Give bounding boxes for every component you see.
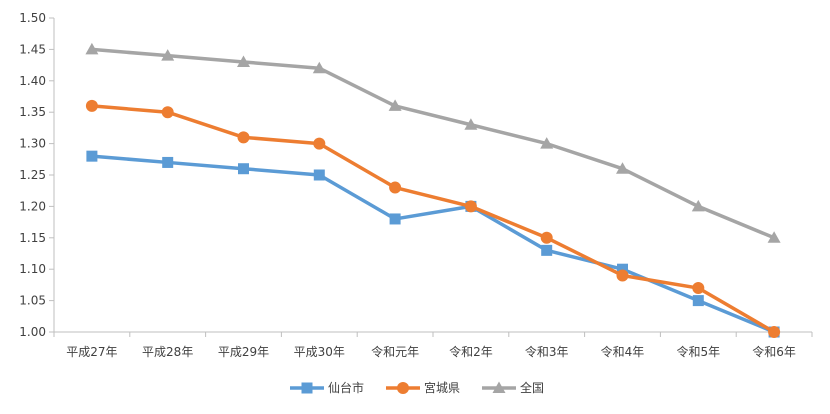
x-tick-label: 令和2年 bbox=[449, 344, 493, 359]
series-2 bbox=[85, 99, 781, 338]
data-point bbox=[162, 156, 174, 168]
series-1 bbox=[86, 150, 780, 338]
legend-label: 全国 bbox=[520, 380, 544, 395]
legend-item: 宮城県 bbox=[386, 380, 460, 395]
x-tick-label: 令和4年 bbox=[601, 344, 645, 359]
legend-label: 宮城県 bbox=[424, 380, 460, 395]
legend: 仙台市 宮城県 全国 bbox=[290, 380, 544, 395]
x-axis-ticks: 平成27年 平成28年 平成29年 平成30年 令和元年 令和2年 令和3年 令和4年 令和5年… bbox=[53, 332, 813, 359]
y-tick-label: 1.05 bbox=[19, 294, 46, 308]
y-tick-label: 1.00 bbox=[19, 325, 46, 339]
data-point bbox=[617, 263, 628, 275]
x-tick-label: 平成30年 bbox=[294, 345, 345, 359]
data-point bbox=[692, 282, 705, 295]
x-tick-label: 令和6年 bbox=[752, 344, 796, 359]
data-point bbox=[161, 49, 175, 61]
series-3 bbox=[85, 42, 781, 243]
data-point bbox=[313, 137, 326, 150]
data-point bbox=[85, 42, 99, 55]
data-point bbox=[540, 231, 553, 244]
data-point bbox=[464, 118, 478, 130]
x-tick-label: 平成28年 bbox=[142, 345, 193, 359]
y-tick-label: 1.20 bbox=[19, 199, 46, 213]
data-point bbox=[616, 162, 629, 174]
legend-swatch-marker bbox=[301, 382, 313, 394]
y-tick-label: 1.40 bbox=[19, 74, 46, 88]
data-point bbox=[85, 99, 98, 112]
x-tick-label: 平成27年 bbox=[66, 345, 117, 359]
series-line bbox=[91, 104, 775, 334]
x-tick-label: 令和3年 bbox=[525, 344, 569, 359]
data-point bbox=[540, 137, 554, 149]
x-tick-label: 令和5年 bbox=[676, 344, 720, 359]
x-tick-label: 平成29年 bbox=[218, 345, 269, 359]
data-point bbox=[616, 269, 629, 282]
data-point bbox=[691, 199, 705, 212]
legend-item: 全国 bbox=[482, 380, 544, 395]
series-line bbox=[91, 154, 775, 334]
series-layer bbox=[85, 42, 781, 338]
data-point bbox=[312, 61, 326, 74]
data-point bbox=[388, 99, 402, 111]
data-point bbox=[238, 163, 249, 175]
data-point bbox=[389, 181, 402, 194]
legend-swatch-marker bbox=[492, 381, 506, 393]
data-point bbox=[237, 55, 250, 67]
data-point bbox=[389, 213, 401, 225]
data-point bbox=[541, 244, 553, 256]
data-point bbox=[464, 200, 477, 213]
y-axis-ticks: 1.00 1.05 1.10 1.15 1.20 1.25 1.30 1.35 1.40 1.45… bbox=[19, 11, 54, 339]
y-tick-label: 1.10 bbox=[19, 262, 46, 276]
x-tick-label: 令和元年 bbox=[371, 344, 419, 359]
legend-item: 仙台市 bbox=[290, 380, 364, 395]
data-point bbox=[313, 169, 325, 181]
legend-swatch-marker bbox=[397, 382, 409, 394]
legend-label: 仙台市 bbox=[328, 380, 364, 395]
data-point bbox=[161, 106, 174, 119]
y-tick-label: 1.50 bbox=[19, 11, 46, 25]
data-point bbox=[86, 150, 98, 162]
y-tick-label: 1.25 bbox=[19, 168, 46, 182]
y-tick-label: 1.15 bbox=[19, 231, 46, 245]
y-tick-label: 1.45 bbox=[19, 42, 46, 56]
data-point bbox=[767, 231, 781, 243]
data-point bbox=[768, 326, 781, 338]
y-tick-label: 1.30 bbox=[19, 137, 46, 151]
y-tick-label: 1.35 bbox=[19, 105, 46, 119]
series-line bbox=[91, 47, 775, 240]
data-point bbox=[692, 295, 704, 307]
data-point bbox=[237, 131, 250, 144]
